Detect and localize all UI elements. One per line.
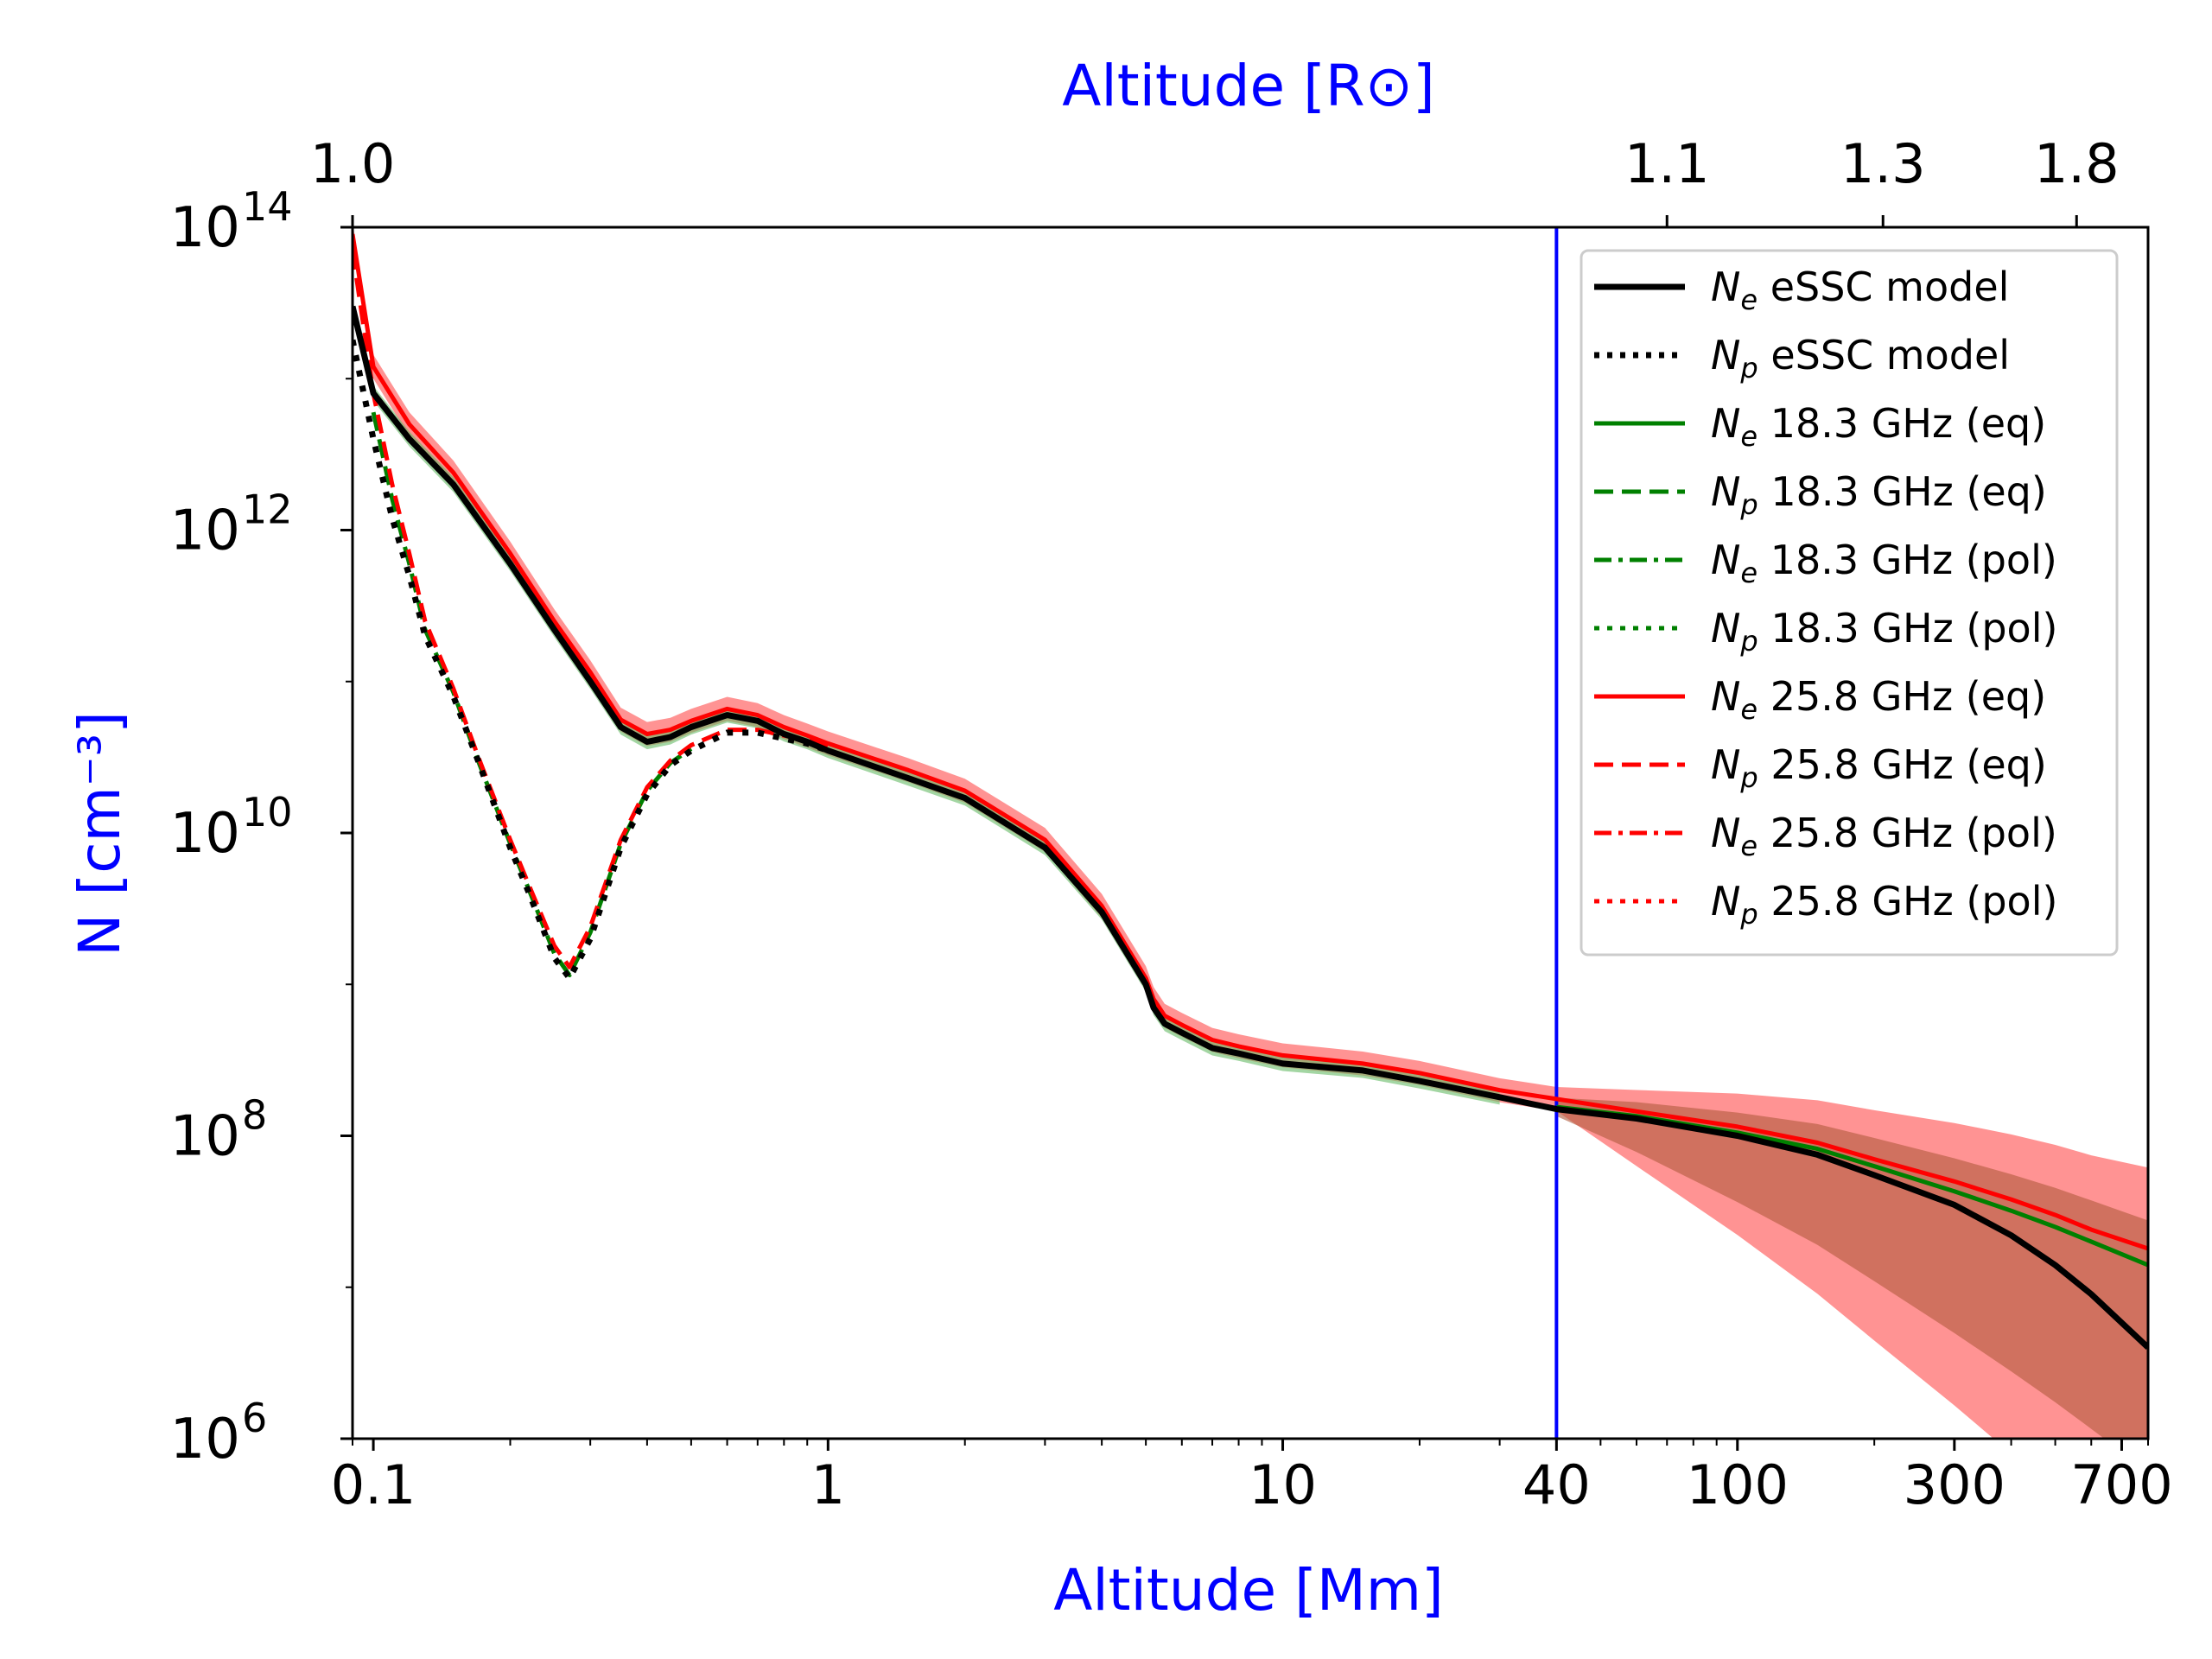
legend-subscript: p [1739, 625, 1758, 658]
series-line-np-25-8-ghz [353, 250, 829, 969]
y-tick-label: 10 [170, 1105, 240, 1169]
x-tick-label: 40 [1522, 1453, 1591, 1516]
legend-symbol: N [1711, 673, 1740, 720]
legend-text: 25.8 GHz (pol) [1758, 810, 2057, 856]
legend-subscript: p [1739, 761, 1758, 794]
x-tick-label: 1 [811, 1453, 845, 1516]
legend-symbol: N [1711, 468, 1740, 515]
x-axis-ticks: 0.1 1 10 40 100 300 700 [331, 1439, 2173, 1516]
y-tick-exponent: 14 [242, 183, 293, 230]
legend-symbol: N [1711, 878, 1740, 925]
legend-label: Ne eSSC model [1711, 264, 2009, 316]
legend-symbol: N [1711, 741, 1740, 788]
brown-band-overlap [1556, 1097, 2148, 1439]
y-tick-exponent: 8 [242, 1092, 267, 1139]
top-tick-label: 1.1 [1624, 132, 1710, 195]
legend-box [1580, 249, 2119, 957]
y-tick-label: 10 [170, 196, 240, 260]
y-tick-mantissa: 10 [170, 196, 240, 260]
top-tick-label: 1.3 [1840, 132, 1926, 195]
legend-subscript: p [1739, 488, 1758, 521]
legend-text: 18.3 GHz (pol) [1758, 605, 2058, 652]
top-tick-label: 1.0 [310, 132, 396, 195]
legend-label: Np eSSC model [1711, 332, 2010, 385]
top-axis-ticks: 1.0 1.1 1.3 1.8 [310, 132, 2120, 227]
series-layer [353, 233, 2148, 1351]
top-tick-label: 1.8 [2034, 132, 2120, 195]
y-tick-exponent: 6 [242, 1395, 267, 1441]
y-axis-label: N [cm⁻³] [67, 711, 133, 957]
legend-subscript: p [1739, 352, 1758, 385]
y-tick-label: 10 [170, 499, 240, 563]
legend-subscript: e [1740, 556, 1758, 589]
legend-label: Ne 25.8 GHz (eq) [1711, 673, 2046, 726]
legend-label: Ne 25.8 GHz (pol) [1711, 810, 2057, 862]
x-tick-label: 0.1 [331, 1453, 416, 1516]
legend-subscript: e [1740, 420, 1758, 453]
y-tick-exponent: 12 [242, 486, 293, 533]
series-line-ne-essc-model [353, 305, 2148, 1351]
legend-label: Np 25.8 GHz (pol) [1711, 878, 2057, 931]
legend-label: Np 25.8 GHz (eq) [1711, 741, 2047, 794]
y-tick-mantissa: 10 [170, 802, 240, 866]
legend-symbol: N [1711, 332, 1740, 378]
y-tick-label: 10 [170, 802, 240, 866]
y-tick-exponent: 10 [242, 789, 293, 836]
legend-symbol: N [1711, 605, 1740, 652]
y-tick-mantissa: 10 [170, 1408, 240, 1471]
legend-subscript: e [1740, 693, 1758, 726]
legend-text: 25.8 GHz (eq) [1758, 673, 2046, 720]
legend-symbol: N [1711, 264, 1740, 310]
legend-subscript: e [1740, 830, 1758, 862]
y-tick-mantissa: 10 [170, 1105, 240, 1169]
x-tick-label: 10 [1249, 1453, 1317, 1516]
y-tick-mantissa: 10 [170, 499, 240, 563]
top-axis-label: Altitude [R⊙] [1062, 53, 1435, 119]
legend-label: Np 18.3 GHz (pol) [1711, 605, 2057, 658]
legend-symbol: N [1711, 810, 1740, 856]
y-tick-label: 10 [170, 1408, 240, 1471]
legend-label: Ne 18.3 GHz (eq) [1711, 400, 2046, 453]
legend-label: Ne 18.3 GHz (pol) [1711, 537, 2057, 589]
legend-text: 18.3 GHz (eq) [1758, 468, 2047, 515]
series-line-ne-25-8-ghz [353, 233, 2148, 1251]
legend-subscript: p [1739, 898, 1758, 931]
x-tick-label: 100 [1687, 1453, 1789, 1516]
legend-label: Np 18.3 GHz (eq) [1711, 468, 2047, 521]
legend-text: 18.3 GHz (eq) [1758, 400, 2046, 447]
legend-text: 18.3 GHz (pol) [1758, 537, 2057, 583]
series-line-np-essc-model [353, 339, 830, 982]
x-tick-label: 700 [2070, 1453, 2172, 1516]
legend-symbol: N [1711, 400, 1740, 447]
legend-text: 25.8 GHz (pol) [1758, 878, 2058, 925]
legend-text: eSSC model [1758, 264, 2009, 310]
legend-subscript: e [1740, 283, 1758, 316]
legend-text: 25.8 GHz (eq) [1758, 741, 2047, 788]
legend-text: eSSC model [1758, 332, 2010, 378]
x-axis-label: Altitude [Mm] [1053, 1557, 1444, 1624]
legend-symbol: N [1711, 537, 1740, 583]
x-tick-label: 300 [1904, 1453, 2005, 1516]
uncertainty-bands [353, 227, 2148, 1439]
